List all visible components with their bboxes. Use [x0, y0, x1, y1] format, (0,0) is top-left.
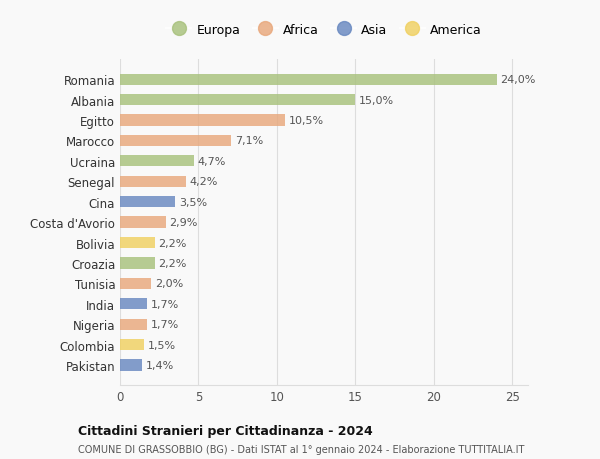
Bar: [120, 278, 151, 289]
Bar: [120, 135, 232, 147]
Text: Cittadini Stranieri per Cittadinanza - 2024: Cittadini Stranieri per Cittadinanza - 2…: [78, 425, 373, 437]
Text: 4,7%: 4,7%: [197, 157, 226, 167]
Bar: [120, 95, 355, 106]
Text: 2,9%: 2,9%: [169, 218, 198, 228]
Text: 10,5%: 10,5%: [289, 116, 324, 126]
Text: 1,7%: 1,7%: [151, 319, 179, 330]
Legend: Europa, Africa, Asia, America: Europa, Africa, Asia, America: [166, 23, 482, 37]
Bar: [120, 176, 186, 187]
Bar: [120, 298, 146, 310]
Bar: [120, 319, 146, 330]
Bar: [120, 237, 155, 249]
Text: COMUNE DI GRASSOBBIO (BG) - Dati ISTAT al 1° gennaio 2024 - Elaborazione TUTTITA: COMUNE DI GRASSOBBIO (BG) - Dati ISTAT a…: [78, 444, 524, 454]
Bar: [120, 196, 175, 208]
Bar: [120, 156, 194, 167]
Text: 3,5%: 3,5%: [179, 197, 207, 207]
Text: 1,4%: 1,4%: [146, 360, 174, 370]
Bar: [120, 115, 285, 126]
Text: 15,0%: 15,0%: [359, 95, 394, 106]
Bar: [120, 74, 497, 86]
Text: 1,5%: 1,5%: [148, 340, 176, 350]
Text: 2,2%: 2,2%: [158, 238, 187, 248]
Text: 4,2%: 4,2%: [190, 177, 218, 187]
Text: 2,0%: 2,0%: [155, 279, 184, 289]
Bar: [120, 339, 143, 350]
Text: 7,1%: 7,1%: [235, 136, 263, 146]
Bar: [120, 217, 166, 228]
Bar: [120, 359, 142, 371]
Text: 24,0%: 24,0%: [500, 75, 536, 85]
Text: 2,2%: 2,2%: [158, 258, 187, 269]
Text: 1,7%: 1,7%: [151, 299, 179, 309]
Bar: [120, 258, 155, 269]
